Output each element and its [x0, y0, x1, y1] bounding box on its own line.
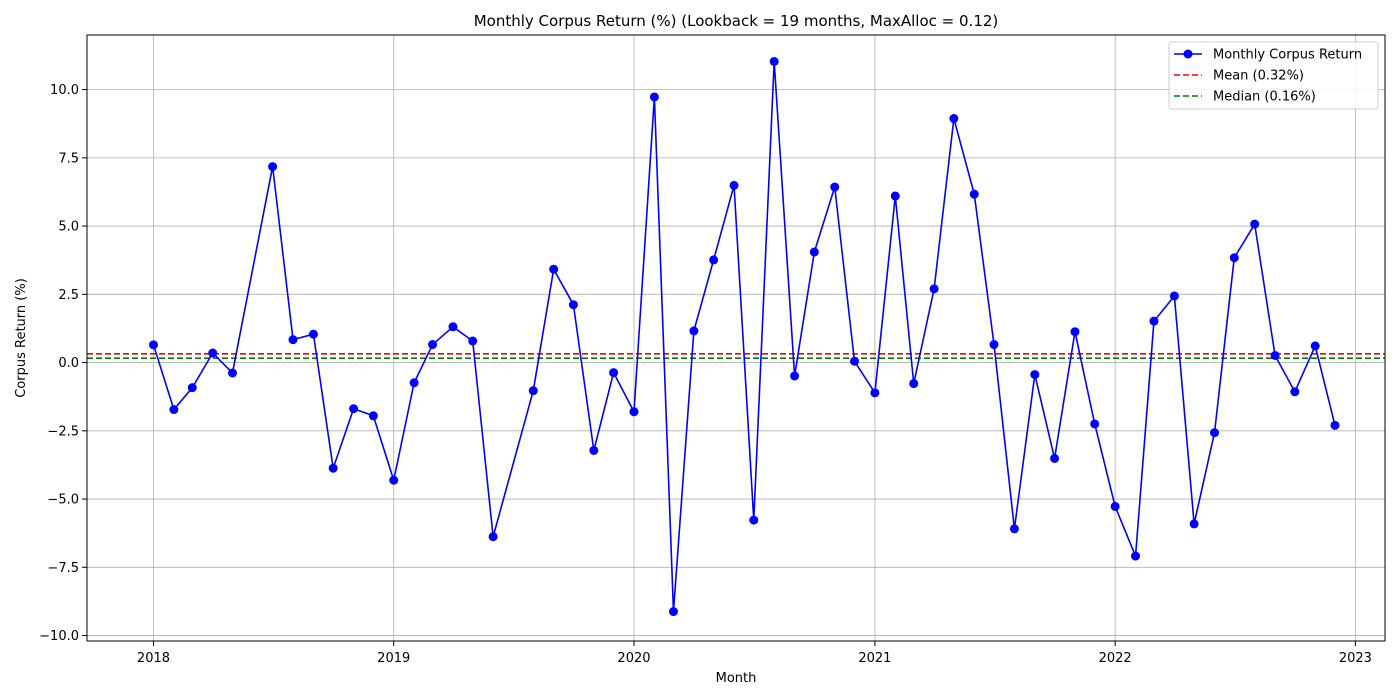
- legend-label: Median (0.16%): [1213, 90, 1316, 105]
- y-tick-label: −7.5: [47, 561, 79, 576]
- data-point: [1270, 350, 1280, 360]
- data-point: [909, 379, 919, 389]
- data-point: [448, 322, 458, 332]
- data-point: [389, 475, 399, 485]
- data-point: [1110, 501, 1120, 511]
- data-point: [1189, 519, 1199, 529]
- data-point: [890, 191, 900, 201]
- data-point: [1210, 428, 1220, 438]
- x-tick-label: 2021: [858, 651, 891, 666]
- data-point: [1030, 370, 1040, 380]
- legend-item: Median (0.16%): [1174, 90, 1316, 105]
- x-tick-label: 2023: [1339, 651, 1372, 666]
- data-point: [428, 340, 438, 350]
- data-point: [729, 180, 739, 190]
- data-point: [308, 329, 318, 339]
- y-tick-label: −10.0: [39, 629, 79, 644]
- data-point: [709, 255, 719, 265]
- series-line: [152, 60, 1336, 613]
- data-point: [929, 284, 939, 294]
- data-point: [1050, 453, 1060, 463]
- data-point: [589, 445, 599, 455]
- data-point: [1009, 524, 1019, 534]
- data-point: [349, 404, 359, 414]
- x-tick-label: 2019: [377, 651, 410, 666]
- data-point: [989, 340, 999, 350]
- data-point: [749, 515, 759, 525]
- data-point: [830, 182, 840, 192]
- x-axis-label: Month: [716, 671, 757, 686]
- data-point: [870, 388, 880, 398]
- data-point: [488, 532, 498, 542]
- y-tick-label: 0.0: [58, 356, 79, 371]
- grid: [87, 35, 1385, 641]
- y-tick-label: 10.0: [50, 83, 79, 98]
- x-tick-label: 2022: [1099, 651, 1132, 666]
- data-point: [1131, 551, 1141, 561]
- data-point: [809, 247, 819, 257]
- y-axis-label: Corpus Return (%): [14, 278, 29, 398]
- y-tick-label: −2.5: [47, 424, 79, 439]
- data-point: [1070, 327, 1080, 337]
- data-point: [629, 407, 639, 417]
- data-point: [1250, 219, 1260, 229]
- legend-item: Monthly Corpus Return: [1174, 48, 1362, 63]
- legend-marker: [1183, 49, 1193, 59]
- chart-title: Monthly Corpus Return (%) (Lookback = 19…: [474, 12, 999, 30]
- data-point: [468, 336, 478, 346]
- data-point: [649, 92, 659, 102]
- data-point: [1149, 316, 1159, 326]
- legend-label: Mean (0.32%): [1213, 69, 1304, 84]
- data-point: [969, 189, 979, 199]
- y-tick-label: 5.0: [58, 220, 79, 235]
- data-point: [568, 300, 578, 310]
- data-point: [187, 383, 197, 393]
- legend-item: Mean (0.32%): [1174, 69, 1304, 84]
- data-point: [689, 326, 699, 336]
- y-axis-ticks: −10.0 −7.5 −5.0 −2.5 0.0 2.5 5.0 7.5 10.0: [39, 83, 87, 644]
- data-point: [790, 371, 800, 381]
- data-point: [409, 378, 419, 388]
- data-point: [1290, 387, 1300, 397]
- data-point: [148, 340, 158, 350]
- legend-box: [1168, 41, 1379, 110]
- x-tick-label: 2018: [137, 651, 170, 666]
- data-point: [368, 411, 378, 421]
- data-point: [528, 386, 538, 396]
- data-point: [1229, 253, 1239, 263]
- data-point: [949, 114, 959, 124]
- data-point: [169, 405, 179, 415]
- data-point: [288, 335, 298, 345]
- y-tick-label: −5.0: [47, 493, 79, 508]
- data-point: [1169, 291, 1179, 301]
- x-tick-label: 2020: [617, 651, 650, 666]
- data-point: [328, 463, 338, 473]
- data-point: [609, 368, 619, 378]
- plot-frame: [86, 34, 1386, 642]
- reference-lines: [87, 353, 1385, 360]
- data-point: [849, 356, 859, 366]
- data-point: [769, 56, 779, 66]
- y-tick-label: 2.5: [58, 288, 79, 303]
- data-point: [1090, 419, 1100, 429]
- legend: Monthly Corpus Return Mean (0.32%) Median …: [1168, 41, 1379, 110]
- y-tick-label: 7.5: [58, 151, 79, 166]
- series-layer: [148, 56, 1340, 617]
- legend-label: Monthly Corpus Return: [1213, 48, 1362, 63]
- x-axis-ticks: 2018 2019 2020 2021 2022 2023: [137, 641, 1372, 666]
- data-point: [268, 162, 278, 172]
- data-point: [227, 368, 237, 378]
- data-point: [549, 264, 559, 274]
- data-point: [1330, 420, 1340, 430]
- data-point: [1310, 341, 1320, 351]
- data-point: [208, 348, 218, 358]
- data-point: [668, 607, 678, 617]
